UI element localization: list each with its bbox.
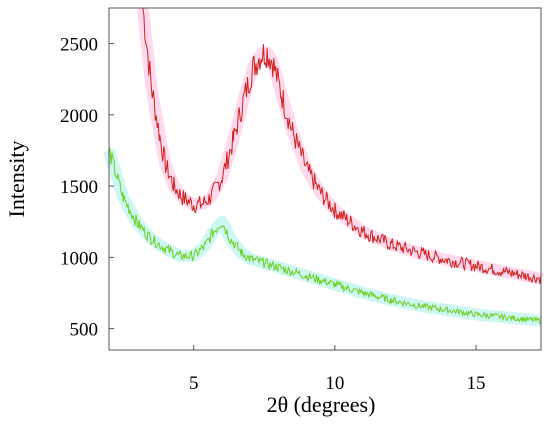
plot-frame [108, 7, 542, 351]
x-tick-label: 15 [467, 373, 486, 394]
green-intensity-trace [108, 146, 542, 324]
y-tick-label: 2000 [60, 106, 98, 127]
x-tick-label: 10 [325, 373, 344, 394]
x-axis-title: 2θ (degrees) [267, 392, 376, 417]
series-layer [108, 8, 542, 324]
y-tick-label: 1000 [60, 248, 98, 269]
y-tick-label: 500 [70, 320, 99, 341]
plot-background-bands [103, 7, 547, 327]
x-axis-ticks: 5 10 15 [189, 345, 486, 394]
y-axis-title: Intensity [4, 141, 29, 218]
red-trace-glow [136, 7, 547, 285]
y-tick-label: 1500 [60, 177, 98, 198]
y-axis-ticks: 500 1000 1500 2000 2500 [60, 35, 114, 341]
y-tick-label: 2500 [60, 35, 98, 56]
x-tick-label: 5 [189, 373, 199, 394]
red-intensity-trace [142, 8, 542, 284]
